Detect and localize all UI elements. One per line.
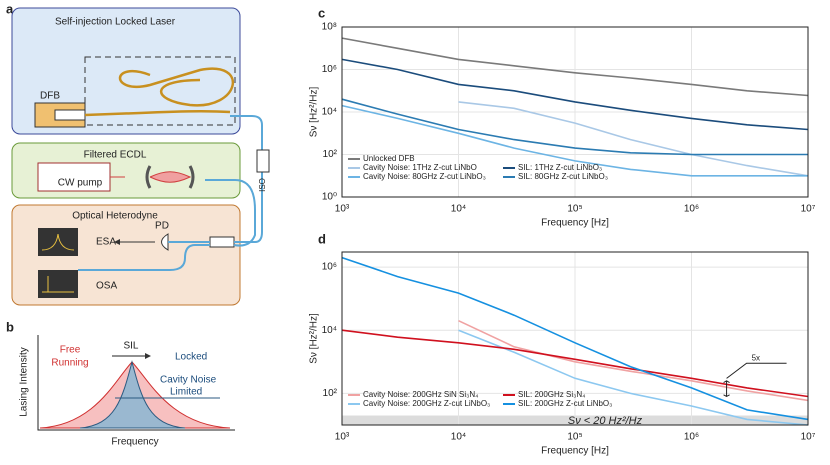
y-axis-label: Sν [Hz²/Hz] — [309, 87, 320, 138]
cavity-label: Limited — [170, 387, 202, 398]
panel-label: c — [318, 5, 325, 20]
mirrors — [145, 165, 195, 189]
series-line — [341, 329, 809, 398]
cavity-label: Cavity Noise — [160, 375, 217, 386]
annotation-arrow — [723, 362, 787, 398]
y-tick-label: 10⁴ — [322, 325, 337, 336]
locked-label: Locked — [175, 352, 207, 363]
osa-label: OSA — [96, 281, 117, 292]
cavity-beam — [110, 171, 192, 183]
legend-label: SIL: 200GHz Z-cut LiNbO₃ — [518, 399, 612, 408]
panel-label: b — [6, 319, 14, 334]
series-line — [341, 256, 809, 421]
x-tick-label: 10³ — [335, 432, 350, 443]
y-tick-label: 10² — [323, 388, 338, 399]
pd-label: PD — [155, 221, 169, 232]
esa-trace — [41, 233, 75, 251]
free-label: Free — [60, 345, 81, 356]
x-tick-label: 10⁴ — [451, 204, 466, 215]
panel-label: a — [6, 1, 14, 16]
box-title: Filtered ECDL — [84, 150, 147, 161]
y-tick-label: 10⁶ — [322, 64, 337, 75]
sil-label: SIL — [123, 341, 138, 352]
x-tick-label: 10⁷ — [801, 432, 816, 443]
y-tick-label: 10⁰ — [322, 192, 337, 203]
locked-curve — [79, 360, 186, 429]
x-axis-label: Frequency [Hz] — [541, 218, 609, 229]
b-y-label: Lasing Intensity — [19, 347, 30, 417]
b-x-label: Frequency — [111, 437, 158, 448]
series-line — [458, 101, 809, 177]
x-tick-label: 10⁵ — [567, 204, 582, 215]
series-line — [341, 37, 809, 97]
legend-label: Cavity Noise: 200GHz SiN Si₃N₄ — [363, 390, 478, 399]
legend-label: SIL: 80GHz Z-cut LiNbO₃ — [518, 172, 608, 181]
legend-label: SIL: 200GHz Si₃N₄ — [518, 390, 585, 399]
box-title: Optical Heterodyne — [72, 211, 158, 222]
plot-frame — [341, 26, 809, 198]
photodiode — [161, 233, 169, 251]
x-tick-label: 10⁴ — [451, 432, 466, 443]
dfb-waveguide — [54, 109, 86, 121]
y-tick-label: 10⁴ — [322, 107, 337, 118]
series-line — [341, 98, 808, 156]
osa-trace — [42, 276, 74, 293]
series-line — [341, 58, 809, 131]
legend-label: SIL: 1THz Z-cut LiNbO₃ — [518, 163, 602, 172]
x-axis-label: Frequency [Hz] — [541, 446, 609, 457]
x-tick-label: 10³ — [335, 204, 350, 215]
x-tick-label: 10⁶ — [684, 204, 699, 215]
series-line — [341, 104, 808, 177]
legend-label: Cavity Noise: 80GHz Z-cut LiNbO₃ — [363, 172, 486, 181]
x-tick-label: 10⁷ — [801, 204, 816, 215]
dfb-label: DFB — [40, 91, 60, 102]
panel-label: d — [318, 231, 326, 246]
series-line — [458, 319, 809, 402]
chip-outline — [84, 56, 236, 126]
iso-label: ISO — [258, 178, 267, 192]
legend-label: Cavity Noise: 200GHz Z-cut LiNbO₃ — [363, 399, 490, 408]
series-line — [458, 329, 809, 426]
threshold-label: Sν < 20 Hz²/Hz — [568, 415, 643, 427]
x-tick-label: 10⁶ — [684, 432, 699, 443]
y-tick-label: 10⁸ — [322, 22, 337, 33]
pump-label: CW pump — [58, 178, 103, 189]
x-tick-label: 10⁵ — [567, 432, 582, 443]
y-tick-label: 10⁶ — [322, 262, 337, 273]
plot-frame — [341, 251, 809, 426]
y-axis-label: Sν [Hz²/Hz] — [309, 313, 320, 364]
box-title: Self-injection Locked Laser — [55, 17, 176, 28]
b-axes — [37, 335, 235, 431]
esa-screen — [38, 228, 78, 256]
ring-waveguide — [84, 67, 235, 117]
esa-label: ESA — [96, 237, 116, 248]
osa-screen — [38, 270, 78, 298]
isolator — [256, 149, 270, 173]
coupler — [209, 236, 235, 248]
annotation-label: 5x — [752, 353, 760, 362]
fiber — [78, 115, 263, 271]
legend-label: Cavity Noise: 1THz Z-cut LiNbO — [363, 163, 477, 172]
free-label: Running — [51, 358, 88, 369]
y-tick-label: 10² — [323, 149, 338, 160]
legend-label: Unlocked DFB — [363, 154, 415, 163]
